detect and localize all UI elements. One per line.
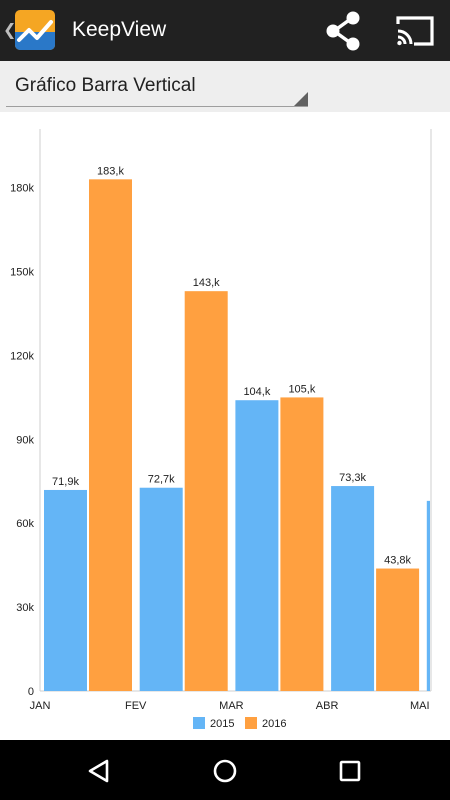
x-tick-label: ABR [316,700,339,712]
x-tick-label: MAR [219,700,244,712]
recents-square-icon [339,760,361,782]
y-tick-label: 30k [16,602,34,614]
keepview-logo-icon[interactable] [15,10,55,50]
y-tick-label: 180k [10,183,34,195]
y-tick-label: 60k [16,518,34,530]
bar-2015-fev[interactable] [139,487,183,691]
navigation-bar [0,740,450,800]
action-bar: ❮ KeepView [0,0,450,61]
x-tick-label: MAI [410,700,430,712]
spinner-underline [6,106,308,107]
y-tick-label: 120k [10,350,34,362]
data-label: 104,k [243,386,270,398]
x-tick-label: JAN [30,700,51,712]
bar-2015-abr[interactable] [331,486,375,691]
up-chevron-icon[interactable]: ❮ [3,22,17,39]
legend-label-2016: 2016 [262,718,286,730]
legend-swatch-2015 [193,717,205,729]
cast-icon [396,16,434,46]
cast-button[interactable] [392,12,438,50]
data-label: 183,k [97,165,124,177]
bar-2015-mai[interactable] [426,500,430,691]
y-tick-label: 150k [10,267,34,279]
bar-2016-fev[interactable] [184,291,228,691]
data-label: 71,9k [52,476,79,488]
data-label: 143,k [193,277,220,289]
app-title: KeepView [72,18,167,41]
data-label: 43,8k [384,555,411,567]
spinner-bar: Gráfico Barra Vertical [0,61,450,112]
bar-2016-mar[interactable] [280,397,324,691]
bar-chart[interactable]: 0 30k 60k 90k 120k 150k 180k 71,9k 183,k 72,7k 143… [0,112,450,740]
back-triangle-icon [88,759,109,783]
legend-swatch-2016 [245,717,257,729]
nav-home-button[interactable] [210,756,240,786]
bar-2015-jan[interactable] [44,489,87,691]
chart-type-selected: Gráfico Barra Vertical [15,75,196,96]
data-label: 105,k [288,383,315,395]
data-label: 73,3k [339,472,366,484]
y-tick-label: 0 [28,686,34,698]
chart-type-spinner[interactable]: Gráfico Barra Vertical [6,69,308,107]
bar-2016-jan[interactable] [89,179,132,691]
legend-label-2015: 2015 [210,718,234,730]
bar-2016-abr[interactable] [376,568,420,691]
y-tick-label: 90k [16,434,34,446]
nav-recents-button[interactable] [335,756,365,786]
home-circle-icon [213,759,237,783]
share-button[interactable] [322,10,366,52]
share-icon [326,11,360,51]
dropdown-arrow-icon [294,92,308,106]
data-label: 72,7k [148,474,175,486]
bar-2015-mar[interactable] [235,400,279,691]
nav-back-button[interactable] [84,756,114,786]
x-tick-label: FEV [125,700,147,712]
